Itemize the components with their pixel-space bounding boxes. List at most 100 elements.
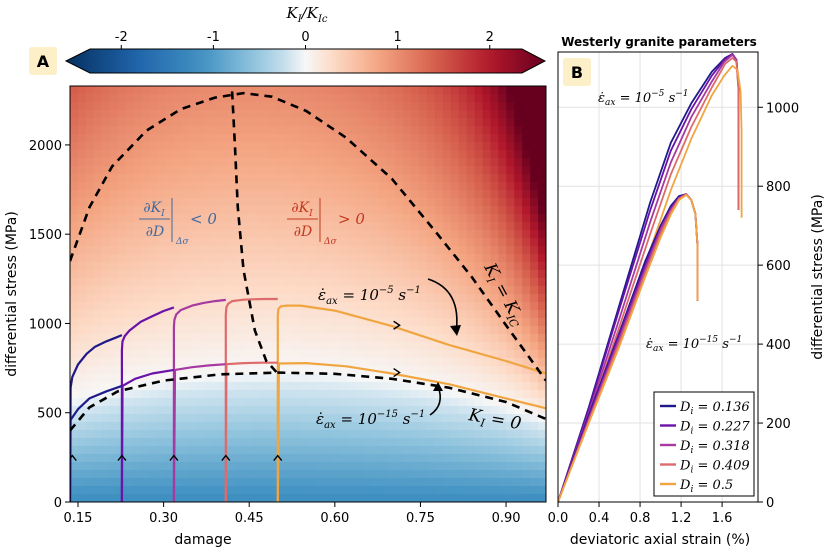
heatmap-cell <box>427 118 436 127</box>
heatmap-cell <box>252 390 261 399</box>
heatmap-cell <box>173 374 182 383</box>
heatmap-cell <box>323 182 333 191</box>
heatmap-cell <box>347 126 357 135</box>
heatmap-cell <box>85 366 95 375</box>
heatmap-cell <box>292 238 301 247</box>
heatmap-cell <box>506 486 515 495</box>
heatmap-cell <box>442 310 452 319</box>
heatmap-cell <box>77 446 87 455</box>
heatmap-cell <box>347 190 357 199</box>
heatmap-cell <box>498 494 507 502</box>
heatmap-cell <box>538 278 546 287</box>
heatmap-cell <box>514 262 523 271</box>
heatmap-cell <box>125 166 135 175</box>
heatmap-cell <box>538 166 546 175</box>
heatmap-cell <box>498 118 507 127</box>
heatmap-cell <box>101 358 111 367</box>
heatmap-cell <box>173 414 182 423</box>
heatmap-cell <box>498 150 507 159</box>
heatmap-cell <box>466 358 476 367</box>
heatmap-cell <box>419 278 428 287</box>
heatmap-cell <box>355 286 365 295</box>
heatmap-cell <box>268 486 277 495</box>
legend-label: Di = 0.409 <box>679 459 750 476</box>
heatmap-cell <box>490 446 499 455</box>
heatmap-cell <box>387 470 396 479</box>
heatmap-cell <box>157 110 166 119</box>
heatmap-cell <box>371 358 380 367</box>
heatmap-cell <box>117 334 127 343</box>
heatmap-cell <box>411 126 420 135</box>
heatmap-cell <box>204 334 214 343</box>
heatmap-cell <box>196 262 206 271</box>
heatmap-cell <box>331 198 341 207</box>
heatmap-cell <box>252 302 261 311</box>
heatmap-cell <box>189 318 198 327</box>
heatmap-cell <box>315 262 325 271</box>
heatmap-cell <box>77 462 87 471</box>
heatmap-cell <box>371 438 380 447</box>
heatmap-cell <box>189 414 198 423</box>
heatmap-cell <box>125 414 135 423</box>
x-tick-label: 1.2 <box>671 511 692 526</box>
heatmap-cell <box>173 238 182 247</box>
heatmap-cell <box>458 182 468 191</box>
heatmap-cell <box>315 310 325 319</box>
heatmap-cell <box>268 126 277 135</box>
heatmap-cell <box>450 366 460 375</box>
heatmap-cell <box>109 166 119 175</box>
heatmap-cell <box>458 110 468 119</box>
heatmap-cell <box>450 182 460 191</box>
heatmap-cell <box>276 462 285 471</box>
heatmap-cell <box>482 366 492 375</box>
heatmap-cell <box>244 278 254 287</box>
heatmap-cell <box>419 358 428 367</box>
heatmap-cell <box>434 270 444 279</box>
heatmap-cell <box>244 134 254 143</box>
heatmap-cell <box>133 126 142 135</box>
heatmap-cell <box>85 342 95 351</box>
heatmap-cell <box>165 454 174 463</box>
heatmap-cell <box>498 214 507 223</box>
heatmap-cell <box>244 430 254 439</box>
heatmap-cell <box>411 222 420 231</box>
heatmap-cell <box>244 174 254 183</box>
heatmap-cell <box>506 374 515 383</box>
heatmap-cell <box>458 174 468 183</box>
heatmap-cell <box>252 158 261 167</box>
heatmap-cell <box>387 190 396 199</box>
heatmap-cell <box>450 462 460 471</box>
heatmap-cell <box>141 222 150 231</box>
heatmap-cell <box>308 326 317 335</box>
heatmap-cell <box>419 438 428 447</box>
heatmap-cell <box>522 478 531 487</box>
heatmap-cell <box>522 254 531 263</box>
heatmap-cell <box>411 430 420 439</box>
heatmap-cell <box>347 230 357 239</box>
heatmap-cell <box>419 422 428 431</box>
heatmap-cell <box>387 182 396 191</box>
heatmap-cell <box>236 430 246 439</box>
heatmap-cell <box>85 446 95 455</box>
heatmap-cell <box>189 422 198 431</box>
heatmap-cell <box>363 94 373 103</box>
heatmap-cell <box>434 326 444 335</box>
heatmap-cell <box>403 142 412 151</box>
heatmap-cell <box>434 222 444 231</box>
heatmap-cell <box>308 358 317 367</box>
heatmap-cell <box>77 366 87 375</box>
heatmap-cell <box>125 86 135 95</box>
heatmap-cell <box>355 126 365 135</box>
heatmap-cell <box>395 430 404 439</box>
heatmap-cell <box>125 230 135 239</box>
heatmap-cell <box>530 406 539 415</box>
heatmap-cell <box>204 302 214 311</box>
heatmap-cell <box>458 334 468 343</box>
heatmap-cell <box>538 254 546 263</box>
heatmap-cell <box>157 406 166 415</box>
heatmap-cell <box>228 254 238 263</box>
heatmap-cell <box>276 198 285 207</box>
heatmap-cell <box>403 102 412 111</box>
heatmap-cell <box>284 230 293 239</box>
heatmap-cell <box>538 462 546 471</box>
